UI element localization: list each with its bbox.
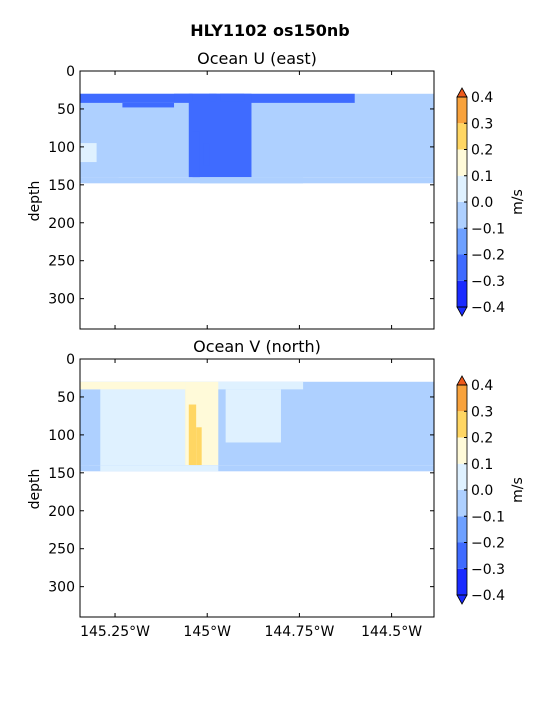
colorbar-tick-label: 0.0 (471, 483, 493, 499)
heatmap-cells (80, 93, 434, 184)
colorbar-band (457, 568, 467, 595)
x-tick-label: 145°W (183, 624, 231, 640)
plot-frame (79, 358, 435, 618)
colorbar-band (457, 149, 467, 176)
colorbar-band (457, 175, 467, 202)
heatmap-cell (387, 108, 434, 163)
colorbar-band (457, 123, 467, 150)
heatmap-cell (192, 131, 200, 178)
heatmap-cell (196, 427, 202, 466)
chart-title: Ocean V (north) (193, 337, 321, 356)
heatmap-cell (122, 102, 175, 108)
colorbar-extend-min (456, 594, 468, 605)
colorbar-tick-label: −0.1 (471, 221, 505, 237)
chart-panels: Ocean U (east) 0 50 100 150 200 250 300 depth −0.… (27, 49, 526, 640)
y-tick-label: 50 (57, 390, 75, 406)
y-tick-label: 250 (48, 254, 75, 270)
heatmap-cell (225, 389, 281, 443)
heatmap-cell (100, 389, 186, 466)
colorbar-band (457, 542, 467, 569)
colorbar-band (457, 516, 467, 543)
figure-title: HLY1102 os150nb (190, 21, 350, 40)
y-tick-label: 0 (66, 64, 75, 80)
x-tick-label: 144.75°W (264, 624, 334, 640)
heatmap-cell (80, 93, 434, 178)
heatmap-cell (188, 404, 197, 466)
colorbar-tick-label: 0.3 (471, 404, 493, 420)
heatmap-cell (317, 396, 374, 428)
colorbar-tick-label: −0.4 (471, 300, 505, 316)
heatmap-cell (199, 177, 304, 184)
y-tick-label: 100 (48, 428, 75, 444)
colorbar-tick-label: 0.1 (471, 169, 493, 185)
colorbar-tick-label: 0.2 (471, 431, 493, 447)
colorbar-band (457, 411, 467, 438)
y-tick-label: 300 (48, 580, 75, 596)
colorbar-tick-label: −0.2 (471, 536, 505, 552)
heatmap-cell (432, 162, 434, 178)
colorbar-band (457, 437, 467, 464)
colorbar-band (457, 97, 467, 124)
colorbar-extend-min (456, 306, 468, 317)
heatmap-cell (209, 93, 217, 102)
heatmap-cell (80, 465, 434, 472)
y-axis-label: depth (27, 469, 43, 510)
colorbar-band (457, 202, 467, 229)
heatmap-cells (80, 381, 434, 472)
heatmap-cell (80, 423, 90, 443)
colorbar-tick-label: 0.4 (471, 378, 493, 394)
colorbar-tick-label: 0.2 (471, 143, 493, 159)
colorbar-tick-label: 0.0 (471, 195, 493, 211)
colorbar-band (457, 280, 467, 307)
x-tick-label: 145.25°W (80, 624, 150, 640)
colorbar-tick-label: −0.4 (471, 588, 505, 604)
colorbar-tick-label: −0.3 (471, 274, 505, 290)
colorbar-tick-label: 0.1 (471, 457, 493, 473)
x-tick-label: 144.5°W (361, 624, 422, 640)
colorbar-extend-max (456, 87, 468, 98)
colorbar-band (457, 228, 467, 255)
heatmap-cell (174, 93, 193, 102)
y-tick-label: 150 (48, 178, 75, 194)
colorbar-tick-label: −0.2 (471, 248, 505, 264)
heatmap-cell (80, 143, 97, 163)
chart-panel-1: Ocean U (east) 0 50 100 150 200 250 300 depth −0.… (27, 49, 526, 330)
y-tick-label: 250 (48, 542, 75, 558)
y-tick-label: 50 (57, 102, 75, 118)
plot-frame (79, 70, 435, 330)
colorbar-tick-label: 0.4 (471, 90, 493, 106)
heatmap-cell (203, 143, 210, 166)
chart-panel-2: Ocean V (north) 0 50 100 150 200 250 300 145.25°… (27, 337, 526, 640)
colorbar-band (457, 463, 467, 490)
colorbar-band (457, 254, 467, 281)
y-tick-label: 300 (48, 292, 75, 308)
y-axis-label: depth (27, 181, 43, 222)
heatmap-cell (410, 387, 434, 405)
y-tick-label: 200 (48, 504, 75, 520)
y-tick-label: 100 (48, 140, 75, 156)
heatmap-cell (80, 381, 186, 390)
colorbar-band (457, 385, 467, 412)
colorbar-extend-max (456, 375, 468, 386)
y-tick-label: 200 (48, 216, 75, 232)
y-tick-label: 0 (66, 352, 75, 368)
colorbar-tick-label: −0.1 (471, 509, 505, 525)
colorbar-band (457, 490, 467, 517)
colorbar-label: m/s (510, 189, 526, 215)
y-tick-label: 150 (48, 466, 75, 482)
heatmap-cell (100, 465, 219, 472)
colorbar-tick-label: −0.3 (471, 562, 505, 578)
chart-title: Ocean U (east) (197, 49, 317, 68)
colorbar-label: m/s (510, 477, 526, 503)
colorbar-tick-label: 0.3 (471, 116, 493, 132)
heatmap-cell (220, 93, 245, 102)
